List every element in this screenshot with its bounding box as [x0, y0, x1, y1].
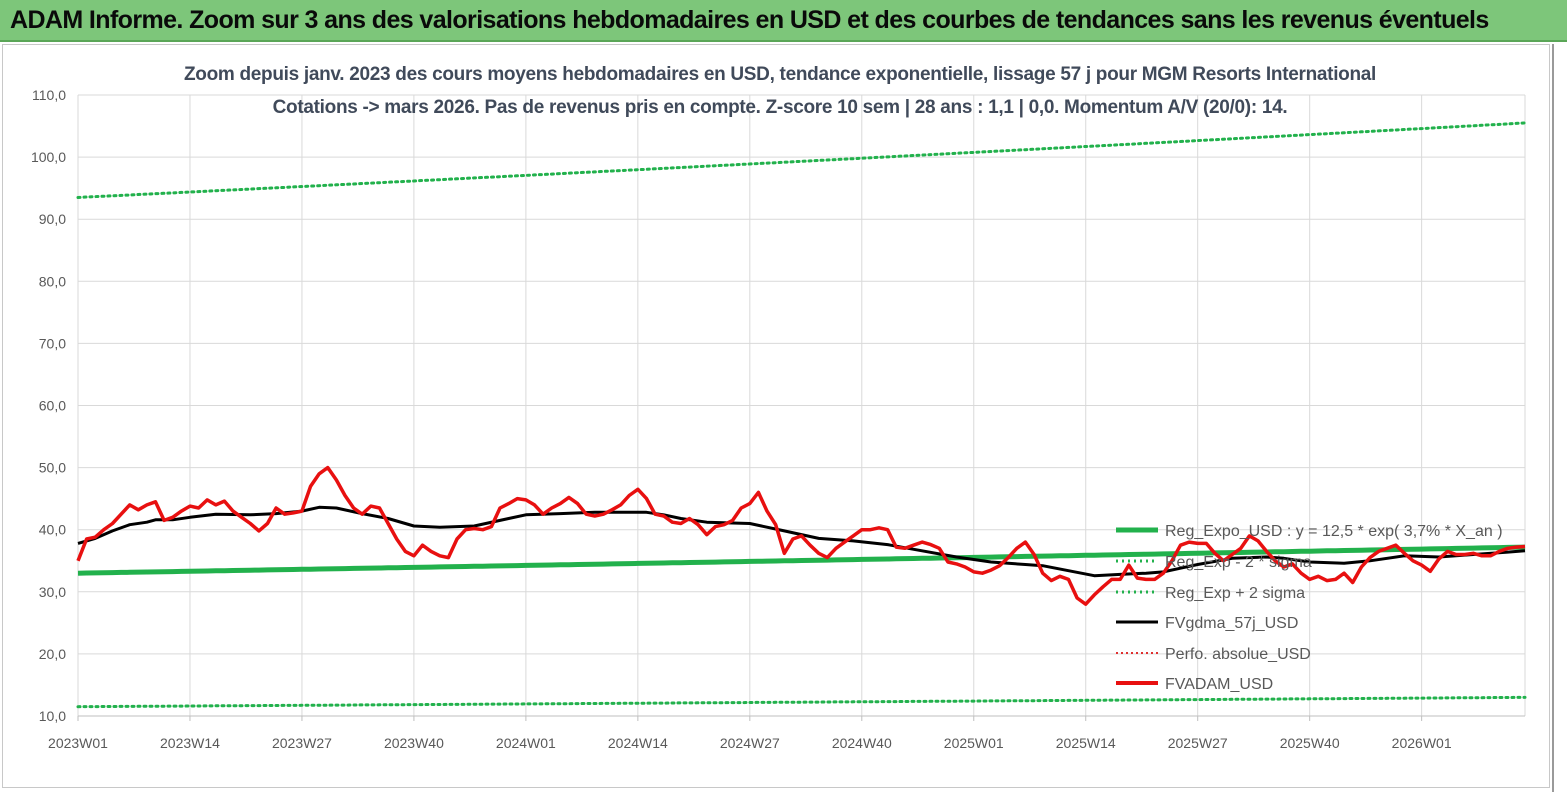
y-tick-label: 50,0	[39, 460, 66, 476]
series-reg-expo	[77, 544, 1526, 576]
y-tick-label: 90,0	[39, 211, 66, 227]
grid-lines	[77, 94, 1526, 717]
legend: Reg_Expo_USD : y = 12,5 * exp( 3,7% * X_…	[1116, 523, 1503, 693]
x-tick-label: 2023W01	[48, 735, 108, 751]
y-tick-label: 100,0	[31, 149, 66, 165]
x-tick-label: 2024W27	[720, 735, 780, 751]
x-tick-label: 2023W14	[160, 735, 220, 751]
series-reg-minus-2sigma	[76, 695, 1527, 709]
y-tick-label: 60,0	[39, 398, 66, 414]
x-axis-ticks: 2023W01 2023W14 2023W27 2023W40 2024W01 2024W…	[48, 716, 1452, 751]
series-fvadam	[76, 465, 1526, 606]
y-tick-label: 110,0	[32, 87, 66, 103]
legend-label-fvadam: FVADAM_USD	[1165, 676, 1273, 693]
chart-title-line1: Zoom depuis janv. 2023 des cours moyens …	[183, 64, 1377, 85]
chart-frame	[2, 44, 1550, 788]
x-tick-label: 2025W14	[1056, 735, 1116, 751]
series-reg-plus-2sigma	[76, 121, 1527, 199]
series-fvgdma-57j	[77, 505, 1526, 578]
x-tick-label: 2023W27	[272, 735, 332, 751]
header-banner: ADAM Informe. Zoom sur 3 ans des valoris…	[0, 0, 1567, 42]
legend-label-reg_expo: Reg_Expo_USD : y = 12,5 * exp( 3,7% * X_…	[1165, 523, 1503, 540]
legend-label-fvgdma: FVgdma_57j_USD	[1165, 615, 1298, 632]
legend-label-reg_plus: Reg_Exp + 2 sigma	[1165, 585, 1305, 602]
x-tick-label: 2025W40	[1280, 735, 1340, 751]
x-tick-label: 2024W14	[608, 735, 668, 751]
window-edge	[1552, 44, 1567, 792]
y-tick-label: 40,0	[39, 522, 66, 538]
y-tick-label: 10,0	[39, 708, 66, 724]
report-title: ADAM Informe. Zoom sur 3 ans des valoris…	[10, 6, 1489, 34]
series-lines	[76, 121, 1527, 709]
x-tick-label: 2024W01	[496, 735, 556, 751]
x-tick-label: 2025W27	[1168, 735, 1228, 751]
x-tick-label: 2023W40	[384, 735, 444, 751]
x-tick-label: 2026W01	[1392, 735, 1452, 751]
y-tick-label: 70,0	[39, 335, 66, 351]
x-tick-label: 2025W01	[944, 735, 1004, 751]
legend-label-reg_minus: Reg_Exp - 2 * sigma	[1165, 554, 1312, 571]
chart-title-line2: Cotations -> mars 2026. Pas de revenus p…	[272, 97, 1288, 118]
legend-label-perfo: Perfo. absolue_USD	[1165, 646, 1311, 663]
y-tick-label: 20,0	[39, 646, 66, 662]
y-tick-label: 30,0	[39, 584, 66, 600]
x-tick-label: 2024W40	[832, 735, 892, 751]
y-tick-label: 80,0	[39, 273, 66, 289]
y-axis-ticks: 10,0 20,0 30,0 40,0 50,0 60,0 70,0 80,0 90,0 100,…	[31, 87, 66, 724]
